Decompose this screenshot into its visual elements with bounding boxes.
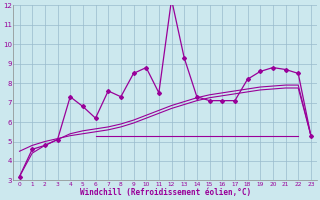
- X-axis label: Windchill (Refroidissement éolien,°C): Windchill (Refroidissement éolien,°C): [80, 188, 251, 197]
